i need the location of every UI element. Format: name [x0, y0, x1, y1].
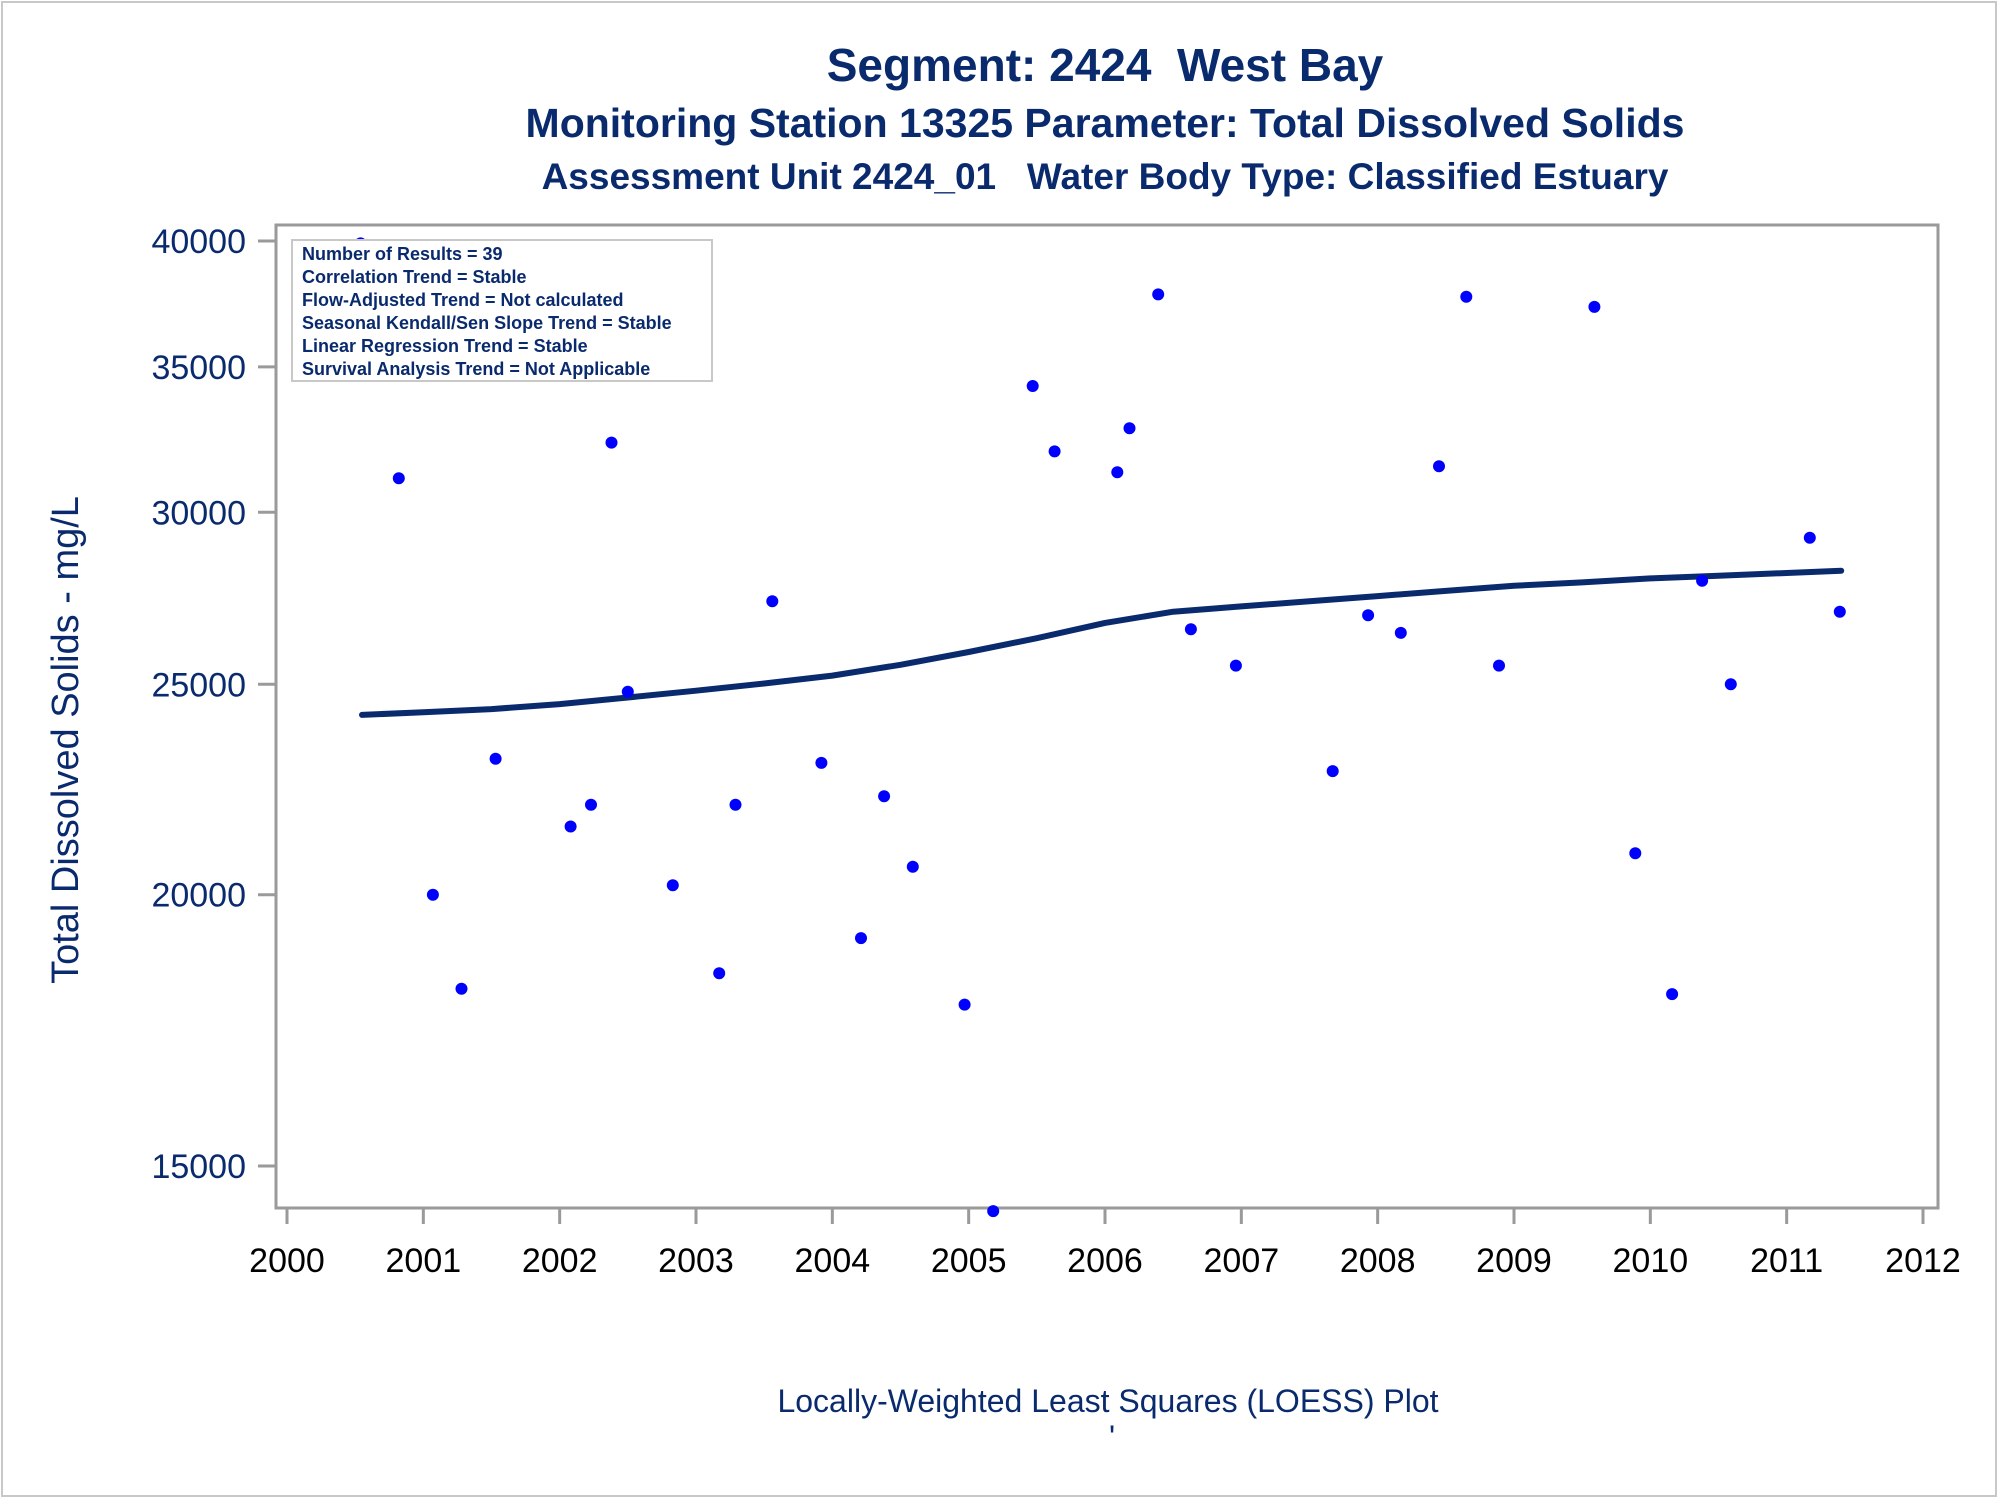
x-tick-label: 2000	[249, 1242, 325, 1280]
x-tick-label: 2006	[1067, 1242, 1143, 1280]
data-point	[666, 879, 679, 892]
x-tick-label: 2003	[658, 1242, 734, 1280]
data-point	[564, 820, 577, 833]
data-point	[426, 888, 439, 901]
chart-subtitle-2: Assessment Unit 2424_01 Water Body Type:…	[541, 156, 1669, 197]
data-point	[1433, 460, 1445, 473]
y-tick-label: 20000	[151, 877, 246, 915]
data-point	[1123, 422, 1136, 435]
y-tick-label: 15000	[151, 1148, 246, 1186]
y-tick-label: 30000	[151, 494, 246, 532]
footer-mark: '	[1109, 1419, 1115, 1455]
chart-title: Segment: 2424 West Bay	[826, 39, 1384, 91]
trend-summary-line: Correlation Trend = Stable	[302, 267, 527, 287]
data-point	[1833, 605, 1846, 618]
data-point	[1493, 659, 1505, 672]
y-tick-label: 25000	[151, 666, 246, 704]
y-tick-label: 40000	[151, 223, 246, 261]
data-point	[729, 798, 742, 811]
data-point	[1326, 765, 1339, 778]
data-point	[392, 472, 405, 485]
x-tick-label: 2004	[795, 1242, 871, 1280]
data-point	[713, 967, 726, 980]
data-point	[1048, 445, 1061, 458]
x-tick-label: 2001	[386, 1242, 462, 1280]
trend-summary-border	[291, 239, 713, 382]
data-point	[489, 752, 502, 765]
x-tick-label: 2012	[1885, 1242, 1961, 1280]
x-tick-label: 2011	[1750, 1242, 1823, 1280]
data-point	[815, 756, 828, 769]
y-axis-label: Total Dissolved Solids - mg/L	[45, 496, 87, 984]
data-point	[1588, 300, 1601, 313]
x-tick-label: 2007	[1204, 1242, 1280, 1280]
data-point	[906, 860, 919, 873]
x-tick-label: 2005	[931, 1242, 1007, 1280]
data-point	[1724, 678, 1737, 691]
trend-summary-line: Number of Results = 39	[302, 244, 503, 264]
data-point	[878, 790, 891, 803]
data-point	[766, 595, 779, 608]
data-points	[354, 237, 1846, 1218]
x-tick-label: 2008	[1340, 1242, 1416, 1280]
trend-summary-box: Number of Results = 39 Correlation Trend …	[291, 239, 713, 382]
trend-summary-line: Flow-Adjusted Trend = Not calculated	[302, 290, 624, 310]
trend-summary-line: Seasonal Kendall/Sen Slope Trend = Stabl…	[302, 313, 672, 333]
data-point	[987, 1205, 1000, 1218]
x-axis: 2000 2001 2002 2003 2004 2005 2006 2007 2008 2009…	[249, 1208, 1961, 1280]
data-point	[1629, 847, 1642, 860]
data-point	[455, 982, 468, 995]
data-point	[1362, 609, 1375, 622]
data-point	[1184, 623, 1197, 636]
data-point	[1229, 659, 1242, 672]
data-point	[1394, 626, 1407, 639]
data-point	[585, 798, 597, 811]
data-point	[605, 436, 618, 449]
loess-line-layer	[359, 567, 1845, 718]
x-axis-label: Locally-Weighted Least Squares (LOESS) P…	[777, 1383, 1438, 1419]
x-tick-label: 2010	[1613, 1242, 1689, 1280]
y-axis: 15000 20000 25000 30000 35000 40000	[151, 223, 276, 1186]
plot-area-frame	[274, 223, 1940, 1210]
data-point	[855, 932, 867, 945]
data-point	[621, 685, 634, 698]
data-point	[1026, 380, 1039, 392]
x-tick-label: 2009	[1476, 1242, 1552, 1280]
chart-subtitle: Monitoring Station 13325 Parameter: Tota…	[525, 100, 1685, 146]
data-point	[1111, 466, 1124, 479]
trend-summary-line: Linear Regression Trend = Stable	[302, 336, 588, 356]
data-point	[1152, 288, 1165, 301]
y-tick-label: 35000	[151, 349, 246, 387]
loess-fit-line	[359, 567, 1845, 718]
data-point	[1460, 290, 1473, 303]
data-point	[1696, 574, 1709, 587]
data-point	[1666, 988, 1679, 1001]
x-tick-label: 2002	[522, 1242, 598, 1280]
data-point	[1803, 531, 1816, 544]
data-point	[958, 998, 971, 1011]
trend-summary-line: Survival Analysis Trend = Not Applicable	[302, 359, 650, 379]
